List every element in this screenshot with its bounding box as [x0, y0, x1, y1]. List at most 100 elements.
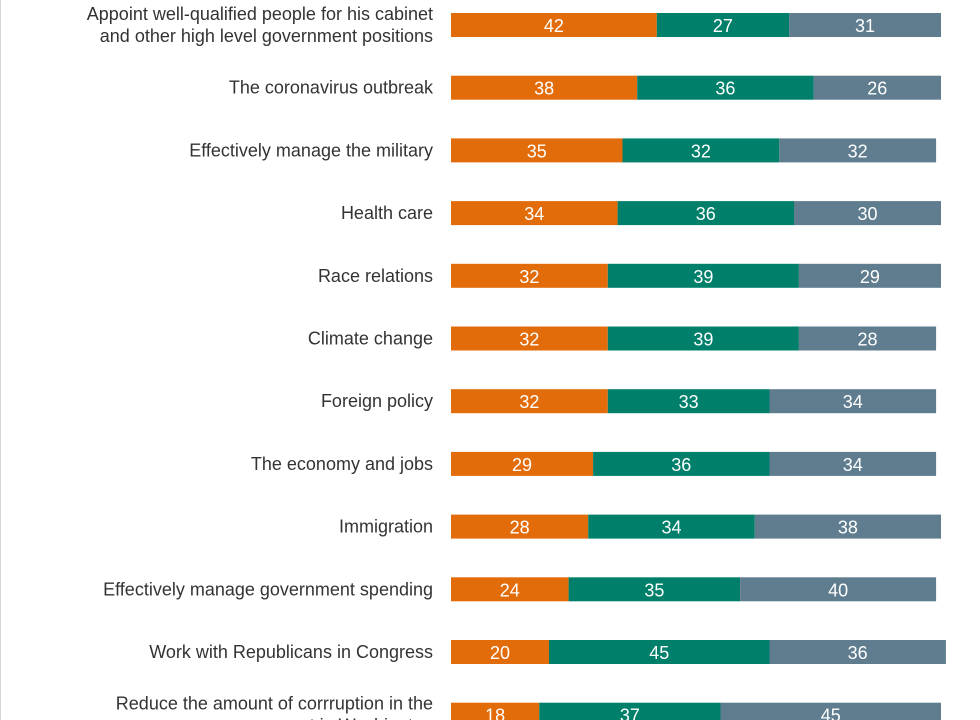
- data-label: 36: [848, 643, 868, 663]
- bar-segment-2: [656, 13, 790, 37]
- data-label: 27: [713, 16, 733, 36]
- category-label-line: government in Washington: [220, 716, 433, 720]
- bar-segment-1: [451, 702, 540, 720]
- data-label: 30: [857, 204, 877, 224]
- bar-segment-2: [549, 640, 770, 664]
- bar-segment-3: [813, 75, 941, 100]
- bar-segment-2: [607, 389, 770, 414]
- data-label: 29: [860, 267, 880, 287]
- data-label: 18: [485, 706, 505, 720]
- bar-segment-1: [451, 75, 638, 100]
- data-label: 38: [838, 518, 858, 538]
- category-label: Appoint well-qualified people for his ca…: [87, 4, 433, 46]
- category-label: Reduce the amount of corrruption in the g…: [116, 694, 433, 720]
- category-label: Health care: [341, 203, 433, 223]
- bar-segment-2: [637, 75, 814, 100]
- bar-segment-3: [720, 702, 941, 720]
- category-label: Effectively manage the military: [189, 140, 433, 160]
- category-label: Foreign policy: [321, 391, 433, 411]
- bar-segment-3: [769, 389, 937, 414]
- bar-segment-1: [451, 451, 594, 476]
- bar-segment-3: [789, 13, 941, 37]
- category-label: Climate change: [308, 329, 433, 349]
- bar-segment-1: [451, 13, 657, 37]
- bar-segment-3: [769, 640, 946, 664]
- bar-segment-1: [451, 640, 549, 664]
- bar-segment-1: [451, 201, 618, 226]
- data-label: 32: [691, 141, 711, 161]
- category-label-line: Appoint well-qualified people for his ca…: [87, 4, 433, 24]
- data-label: 34: [661, 518, 681, 538]
- data-label: 20: [490, 643, 510, 663]
- data-label: 36: [671, 455, 691, 475]
- category-label: Race relations: [318, 266, 433, 286]
- bar-segment-3: [779, 138, 937, 163]
- data-label: 42: [544, 16, 564, 36]
- bar-segment-3: [798, 263, 941, 288]
- bar-segment-3: [740, 577, 937, 602]
- bar-segment-2: [593, 451, 770, 476]
- category-label-line: Work with Republicans in Congress: [149, 642, 433, 662]
- bar-segment-2: [588, 514, 755, 539]
- category-label-line: Reduce the amount of corrruption in the: [116, 694, 433, 714]
- bar-segment-2: [607, 263, 799, 288]
- data-label: 31: [855, 16, 875, 36]
- category-label-line: Race relations: [318, 266, 433, 286]
- data-label: 29: [512, 455, 532, 475]
- data-label: 38: [534, 79, 554, 99]
- bar-segment-3: [794, 201, 941, 226]
- category-label: The economy and jobs: [251, 454, 433, 474]
- data-label: 39: [693, 267, 713, 287]
- category-label-line: The economy and jobs: [251, 454, 433, 474]
- data-label: 37: [620, 706, 640, 720]
- data-label: 45: [821, 706, 841, 720]
- category-label-line: and other high level government position…: [100, 26, 433, 46]
- data-label: 35: [644, 580, 664, 600]
- category-label-line: Immigration: [339, 517, 433, 537]
- category-label-line: Foreign policy: [321, 391, 433, 411]
- data-label: 26: [867, 79, 887, 99]
- bar-segment-1: [451, 514, 589, 539]
- bar-segment-3: [769, 451, 937, 476]
- category-label: The coronavirus outbreak: [229, 78, 434, 98]
- bar-segment-2: [607, 326, 799, 351]
- category-label: Work with Republicans in Congress: [149, 642, 433, 662]
- bar-segment-2: [568, 577, 741, 602]
- category-label-line: Effectively manage the military: [189, 140, 433, 160]
- category-label-line: Effectively manage government spending: [103, 579, 433, 599]
- bar-segment-1: [451, 138, 623, 163]
- bar-segment-1: [451, 263, 608, 288]
- data-label: 34: [843, 455, 863, 475]
- data-label: 39: [693, 330, 713, 350]
- bar-segment-3: [798, 326, 937, 351]
- data-label: 36: [696, 204, 716, 224]
- data-label: 32: [848, 141, 868, 161]
- data-label: 45: [649, 643, 669, 663]
- category-label: Effectively manage government spending: [103, 579, 433, 599]
- data-label: 40: [828, 580, 848, 600]
- data-label: 32: [519, 330, 539, 350]
- data-label: 24: [500, 580, 520, 600]
- data-label: 34: [524, 204, 544, 224]
- bar-segment-2: [617, 201, 794, 226]
- data-label: 28: [510, 518, 530, 538]
- data-label: 35: [527, 141, 547, 161]
- data-label: 32: [519, 267, 539, 287]
- data-label: 34: [843, 392, 863, 412]
- category-label-line: Climate change: [308, 329, 433, 349]
- bar-segment-3: [754, 514, 941, 539]
- category-label: Immigration: [339, 517, 433, 537]
- data-label: 33: [679, 392, 699, 412]
- bar-segment-2: [539, 702, 721, 720]
- category-label-line: Health care: [341, 203, 433, 223]
- bar-segment-1: [451, 326, 608, 351]
- bar-segment-2: [622, 138, 780, 163]
- data-label: 32: [519, 392, 539, 412]
- data-label: 28: [857, 330, 877, 350]
- bar-segment-1: [451, 577, 569, 602]
- category-label-line: The coronavirus outbreak: [229, 78, 434, 98]
- data-label: 36: [715, 79, 735, 99]
- bar-segment-1: [451, 389, 608, 414]
